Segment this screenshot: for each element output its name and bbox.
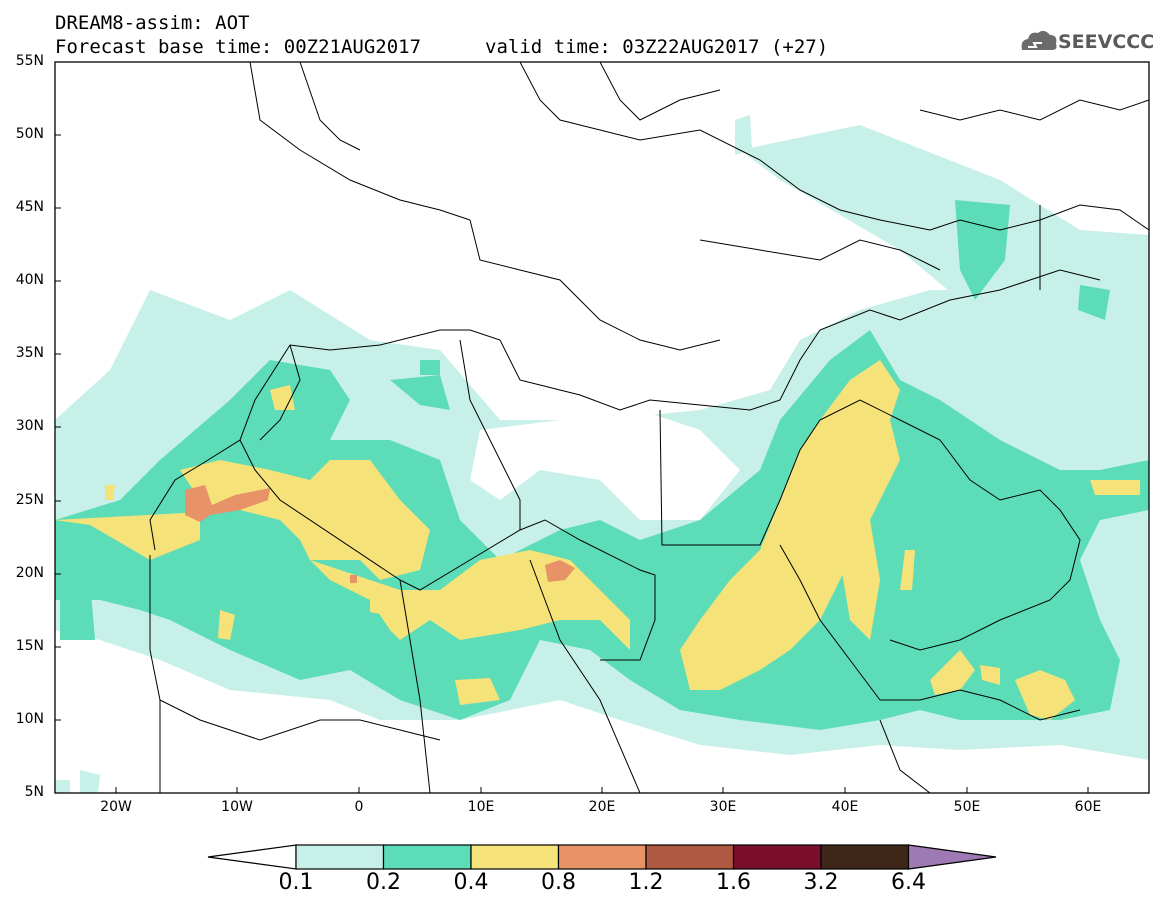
lat-label: 10N — [15, 711, 44, 727]
lon-label: 30E — [709, 799, 737, 815]
lon-label: 60E — [1074, 799, 1102, 815]
lat-label: 20N — [15, 565, 44, 581]
colorbar-label: 3.2 — [803, 870, 839, 895]
map-title: DREAM8-assim: AOT — [55, 12, 250, 34]
colorbar-label: 0.2 — [366, 870, 401, 895]
colorbar-label: 0.4 — [453, 870, 489, 895]
lat-label: 25N — [15, 492, 44, 508]
valid-time-label: valid time: 03Z22AUG2017 (+27) — [485, 36, 829, 58]
lon-label: 50E — [953, 799, 981, 815]
lat-label: 55N — [15, 53, 44, 69]
colorbar-label: 0.8 — [541, 870, 576, 895]
colorbar-label: 1.6 — [716, 870, 751, 895]
lon-label: 40E — [831, 799, 859, 815]
lon-label: 20W — [100, 799, 132, 815]
seevccc-logo: SEEVCCC — [1058, 31, 1155, 53]
colorbar-label: 1.2 — [628, 870, 664, 895]
aot-level-0.4 — [55, 360, 1140, 720]
cloud-icon — [1021, 30, 1057, 50]
lat-label: 35N — [15, 345, 44, 361]
lat-label: 45N — [15, 199, 44, 215]
lon-label: 0 — [354, 799, 364, 815]
colorbar-label: 6.4 — [891, 870, 926, 895]
country-borders — [149, 62, 1149, 793]
lat-label: 50N — [15, 126, 44, 142]
base-time-label: Forecast base time: 00Z21AUG2017 — [55, 36, 422, 58]
lon-label: 10W — [221, 799, 253, 815]
lat-label: 5N — [24, 784, 44, 800]
aot-level-0.8 — [185, 485, 575, 583]
lat-label: 30N — [15, 418, 44, 434]
axis-ticks — [55, 61, 1089, 793]
lat-label: 40N — [15, 272, 44, 288]
lon-label: 10E — [467, 799, 495, 815]
lat-label: 15N — [15, 638, 44, 654]
colorbar-label: 0.1 — [278, 870, 314, 895]
lon-label: 20E — [588, 799, 616, 815]
